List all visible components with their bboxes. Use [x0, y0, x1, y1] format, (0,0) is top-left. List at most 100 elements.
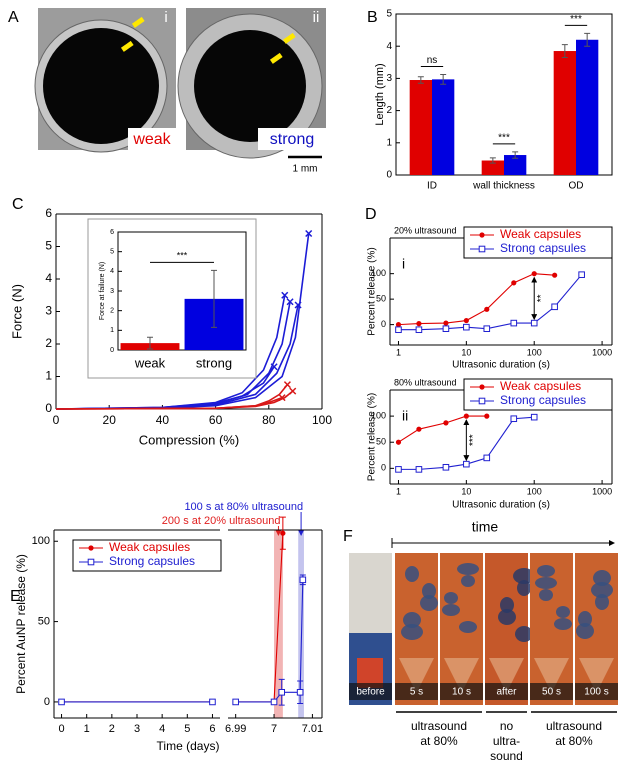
x-tick-label: 1000 — [592, 347, 612, 357]
point — [478, 397, 486, 405]
point — [530, 319, 538, 327]
x-tick-label: 6 — [209, 723, 215, 735]
failure-point — [278, 394, 286, 402]
significance: *** — [498, 132, 510, 143]
x-tick-label: 3 — [134, 723, 140, 735]
y-axis-label: Length (mm) — [374, 63, 386, 125]
photo-blob — [461, 575, 475, 587]
photo-label-bg — [485, 683, 528, 700]
point — [58, 698, 65, 706]
x-tick-label: 20 — [103, 413, 117, 427]
x-tick-label: 1 — [396, 347, 401, 357]
x-tick-label: 100 — [312, 413, 332, 427]
capsule-core — [194, 30, 306, 142]
point — [479, 384, 485, 390]
point — [463, 460, 470, 468]
panel-label: B — [367, 9, 378, 26]
point — [296, 688, 304, 696]
photo-label-bg — [349, 683, 392, 700]
photo-tip — [489, 658, 524, 693]
photo-blob — [556, 606, 570, 618]
marker-arrow — [282, 32, 296, 44]
legend-box — [463, 378, 613, 411]
photo-blob — [593, 570, 611, 586]
y-axis-label: Force (N) — [9, 284, 24, 339]
x-tick-label: 0 — [53, 413, 60, 427]
y-axis-label: Percent release (%) — [367, 247, 378, 335]
point — [395, 322, 402, 328]
point — [463, 317, 469, 324]
y-tick-label: 4 — [45, 271, 52, 285]
point — [88, 545, 94, 551]
marker-arrow — [131, 16, 145, 28]
image-numeral: ii — [313, 9, 320, 26]
frame-label: 10 s — [452, 687, 471, 698]
photo-blob — [459, 621, 477, 633]
failure-point — [305, 229, 313, 238]
y-tick-label: 3 — [386, 73, 392, 84]
legend-label: Strong capsules — [500, 241, 586, 255]
group-label: at 80% — [555, 734, 593, 748]
y-tick-label: 100 — [371, 410, 386, 420]
photo-blob — [442, 604, 460, 616]
photo-blob — [576, 623, 594, 639]
photo-blob — [457, 563, 479, 575]
y-tick-label: 6 — [110, 229, 114, 236]
point — [510, 319, 518, 327]
y-tick-label: 6 — [45, 206, 52, 220]
y-tick-label: 0 — [110, 347, 114, 354]
point — [209, 698, 216, 706]
series-line — [55, 396, 283, 410]
photo-blob — [535, 577, 557, 589]
failure-point — [289, 387, 297, 395]
x-tick-label: 5 — [184, 723, 190, 735]
point — [416, 426, 422, 432]
legend-label: Strong capsules — [500, 393, 586, 407]
y-tick-label: 50 — [376, 294, 386, 304]
photo-blob — [578, 611, 592, 627]
x-tick-label: 0 — [58, 723, 64, 735]
point — [511, 280, 517, 286]
series-line — [61, 579, 304, 703]
x-tick-label: 100 — [527, 347, 542, 357]
point — [270, 698, 278, 706]
frame-label: before — [356, 687, 385, 698]
failure-point — [283, 381, 291, 389]
y-tick-label: 4 — [386, 41, 392, 52]
y-axis-label: Force at failure (N) — [99, 262, 106, 320]
failure-point — [270, 363, 278, 371]
x-tick-label: 1000 — [592, 486, 612, 496]
photo-tip — [399, 658, 434, 693]
point — [416, 321, 422, 327]
capsule-core — [43, 28, 159, 144]
label-box — [128, 128, 176, 150]
panel-label: C — [12, 196, 24, 213]
photo-blob — [554, 618, 572, 630]
point — [551, 303, 558, 311]
series-line — [398, 273, 555, 326]
frame-label: 100 s — [584, 687, 608, 698]
y-tick-label: 3 — [110, 288, 114, 295]
legend-label: Weak capsules — [500, 379, 581, 393]
legend-label: Weak capsules — [109, 540, 190, 554]
x-tick-label: 4 — [159, 723, 165, 735]
y-tick-label: 0 — [381, 319, 386, 329]
y-tick-label: 5 — [386, 9, 392, 20]
point — [483, 454, 491, 462]
point — [510, 415, 518, 423]
point — [299, 576, 307, 584]
x-tick-label: OD — [569, 181, 584, 192]
x-tick-label: 1 — [396, 486, 401, 496]
photo-blob — [513, 568, 535, 584]
point — [463, 413, 469, 419]
photo-blob — [403, 612, 421, 628]
significance: ** — [536, 294, 547, 302]
scale-bar-label: 1 mm — [293, 164, 318, 175]
photo-blob — [539, 589, 553, 601]
x-tick-label: weak — [134, 355, 166, 370]
y-axis-label: Percent AuNP release (%) — [14, 554, 28, 694]
legend-box — [463, 226, 613, 259]
point — [232, 698, 239, 706]
photo-blob — [405, 566, 419, 582]
